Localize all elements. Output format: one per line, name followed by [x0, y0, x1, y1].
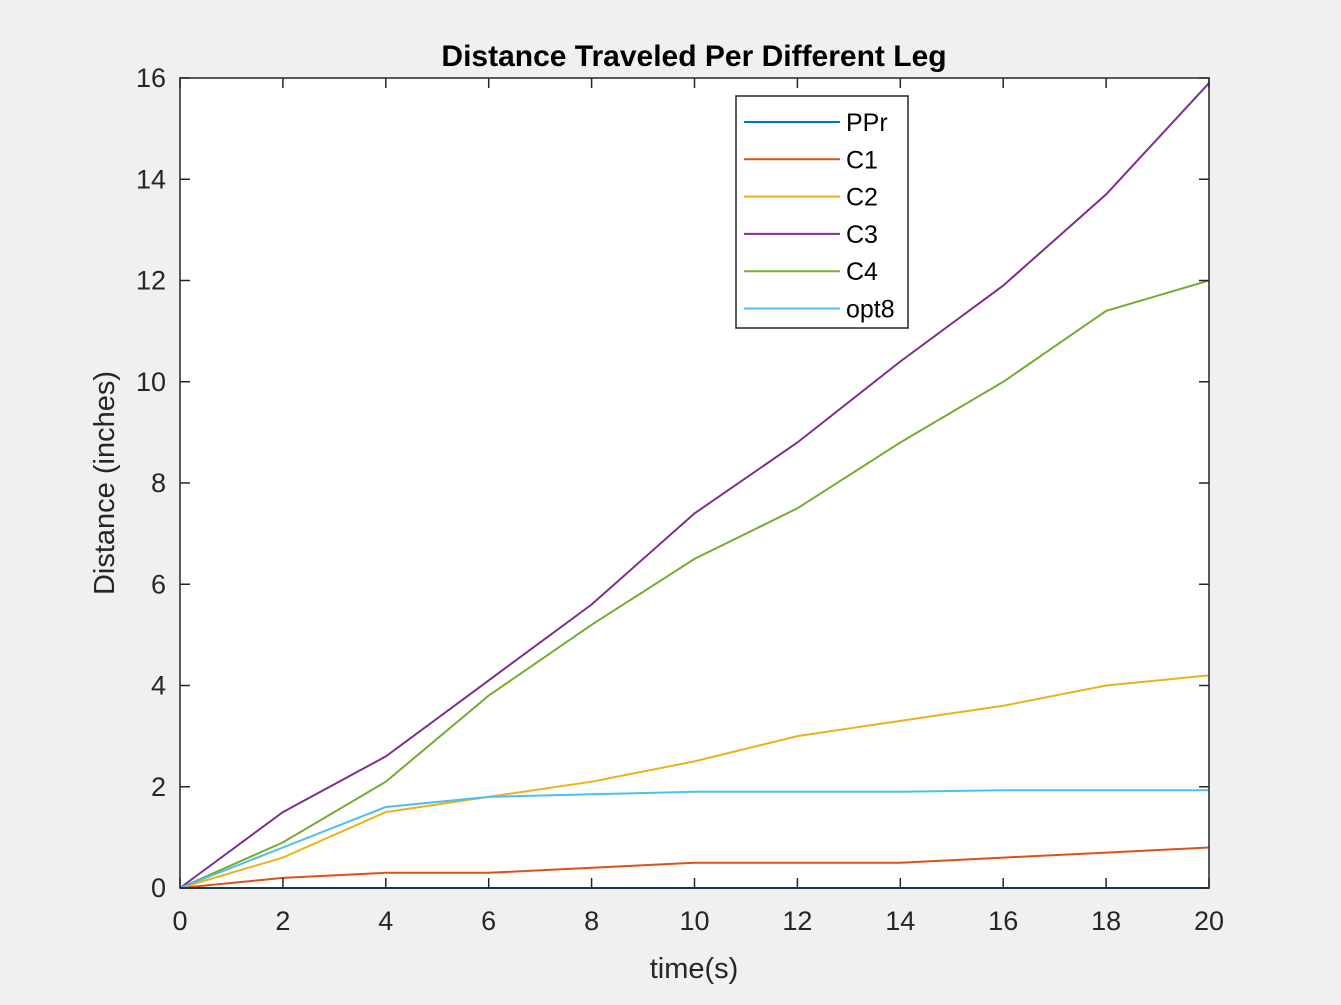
x-axis-title: time(s) — [650, 953, 739, 985]
series-line-c2 — [179, 674, 1210, 889]
legend-label-opt8: opt8 — [846, 296, 895, 324]
legend-label-c3: C3 — [846, 221, 878, 249]
y-axis: 0 2 4 6 8 10 12 14 16 — [136, 63, 1209, 903]
x-tick-label: 18 — [1091, 906, 1121, 936]
chart-title: Distance Traveled Per Different Leg — [441, 40, 946, 73]
y-tick-label: 2 — [151, 772, 166, 802]
series-line-c3 — [179, 82, 1210, 889]
y-tick-label: 16 — [136, 63, 166, 93]
series-line-c4 — [179, 279, 1210, 889]
y-axis-title: Distance (inches) — [89, 371, 121, 595]
y-tick-label: 8 — [151, 468, 166, 498]
x-tick-label: 8 — [584, 906, 599, 936]
legend-label-c2: C2 — [846, 184, 878, 212]
y-tick-label: 0 — [151, 873, 166, 903]
legend-label-ppr: PPr — [846, 109, 888, 137]
legend-label-c1: C1 — [846, 146, 878, 174]
x-tick-label: 12 — [782, 906, 812, 936]
legend-label-c4: C4 — [846, 258, 878, 286]
legend-box — [735, 95, 909, 329]
y-tick-label: 12 — [136, 266, 166, 296]
x-tick-label: 2 — [275, 906, 290, 936]
legend: PPr C1 C2 C3 C4 opt8 — [735, 95, 909, 329]
y-tick-label: 14 — [136, 164, 166, 194]
x-tick-label: 0 — [172, 906, 187, 936]
x-axis: 0 2 4 6 8 10 12 14 16 18 20 — [172, 78, 1224, 936]
y-tick-label: 6 — [151, 569, 166, 599]
series-line-c1 — [179, 846, 1210, 889]
x-tick-label: 4 — [378, 906, 393, 936]
x-tick-label: 10 — [679, 906, 709, 936]
y-tick-label: 10 — [136, 367, 166, 397]
plot-area — [180, 78, 1209, 888]
x-tick-label: 6 — [481, 906, 496, 936]
y-tick-label: 4 — [151, 671, 166, 701]
series-line-opt8 — [179, 789, 1209, 889]
x-tick-label: 20 — [1194, 906, 1224, 936]
x-tick-label: 16 — [988, 906, 1018, 936]
x-tick-label: 14 — [885, 906, 915, 936]
